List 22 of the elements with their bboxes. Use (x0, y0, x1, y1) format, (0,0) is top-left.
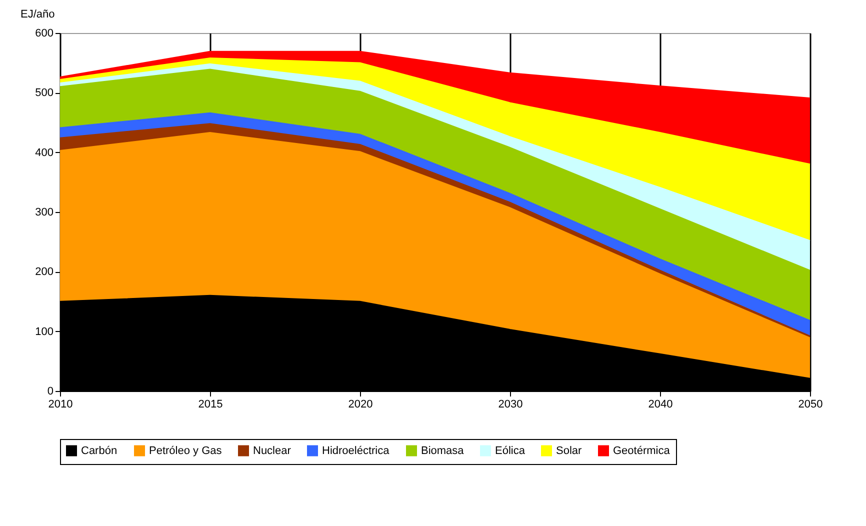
y-tick-label: 400 (35, 146, 54, 159)
legend-label: Carbón (81, 444, 118, 457)
x-tick-label: 2040 (648, 398, 673, 410)
y-tick-label: 600 (35, 28, 54, 40)
legend-label: Eólica (495, 444, 526, 457)
legend-label: Petróleo y Gas (149, 444, 222, 457)
y-tick-label: 300 (35, 206, 54, 218)
y-tick-label: 200 (35, 266, 54, 278)
y-tick-label: 0 (47, 386, 54, 398)
legend-label: Nuclear (253, 444, 292, 457)
legend-label: Hidroeléctrica (322, 444, 390, 457)
legend-label: Solar (556, 444, 582, 457)
x-tick-label: 2030 (498, 398, 523, 410)
x-tick-label: 2010 (48, 398, 73, 410)
y-tick-label: 500 (35, 87, 54, 100)
x-tick-label: 2015 (198, 398, 223, 410)
x-tick-label: 2050 (798, 398, 823, 410)
legend-label: Biomasa (421, 444, 465, 457)
y-tick-label: 100 (35, 326, 54, 338)
x-tick-label: 2020 (348, 398, 373, 410)
y-axis-title: EJ/año (20, 8, 55, 20)
legend-label: Geotérmica (613, 444, 671, 457)
